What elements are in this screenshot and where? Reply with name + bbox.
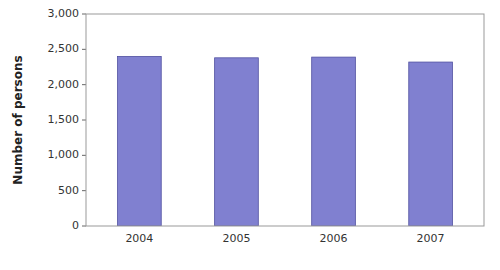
y-tick [82,14,86,15]
y-tick [82,49,86,50]
y-tick-label: 1,500 [48,113,80,126]
y-axis-label: Number of persons [11,55,25,184]
x-tick-label: 2005 [222,232,250,245]
x-tick-label: 2007 [417,232,445,245]
y-tick-label: 1,000 [48,148,80,161]
bar [409,62,453,226]
y-tick [82,190,86,191]
bar [215,58,259,226]
plot-frame [86,14,484,226]
x-tick-label: 2006 [320,232,348,245]
y-tick-label: 2,000 [48,78,80,91]
y-tick-label: 500 [58,184,79,197]
bar [312,57,356,226]
y-tick [82,155,86,156]
y-tick-label: 2,500 [48,42,80,55]
x-tick-label: 2004 [125,232,153,245]
y-tick [82,120,86,121]
y-tick [82,226,86,227]
bars [118,56,453,226]
chart-svg: 0 500 1,000 1,500 2,000 2,500 3,000 2004 2005 200… [0,0,500,270]
y-tick [82,84,86,85]
y-tick-label: 3,000 [48,7,80,20]
y-tick-label: 0 [72,219,79,232]
chart-container: 0 500 1,000 1,500 2,000 2,500 3,000 2004 2005 200… [0,0,500,270]
bar [118,56,162,226]
